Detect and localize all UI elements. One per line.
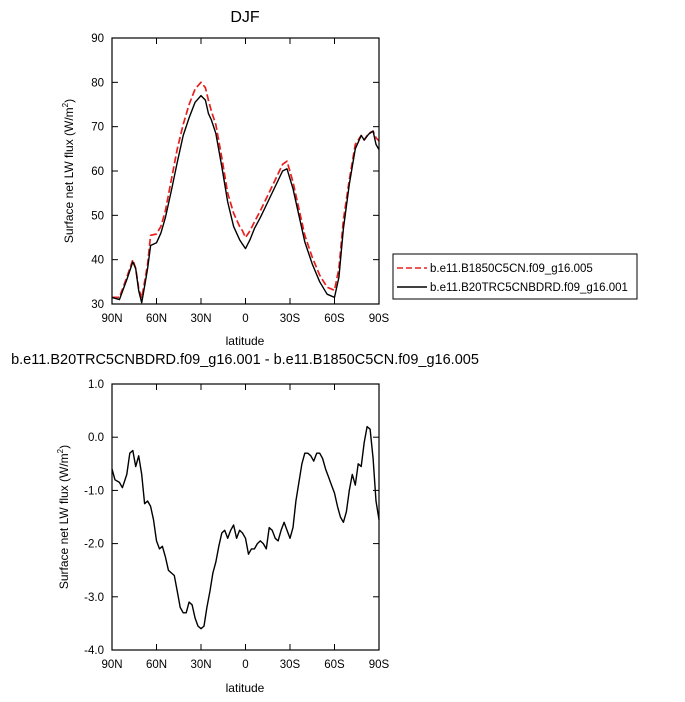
bottom-y-tick-label: -3.0 <box>84 592 104 604</box>
bottom-plot-frame <box>111 383 380 651</box>
top-x-tick-label: 60N <box>146 313 167 325</box>
top-plot-lines <box>111 81 380 304</box>
top-y-tick-label: 60 <box>91 166 104 178</box>
top-y-tick-label: 70 <box>91 122 104 134</box>
legend: b.e11.B1850C5CN.f09_g16.005 b.e11.B20TRC… <box>392 253 638 300</box>
top-y-axis-label: Surface net LW flux (W/m2) <box>61 99 76 243</box>
top-y-ticks: 30 40 50 60 70 80 90 <box>91 33 379 311</box>
top-x-ticks: 90N 60N 30N 0 30S 60S 90S <box>101 38 390 325</box>
bottom-y-tick-label: -2.0 <box>84 539 104 551</box>
top-x-tick-label: 60S <box>324 313 345 325</box>
top-y-tick-label: 90 <box>91 33 104 45</box>
bottom-x-ticks: 90N 60N 30N 0 30S 60S 90S <box>101 384 390 671</box>
bottom-x-tick-label: 60N <box>146 659 167 671</box>
bottom-x-tick-label: 0 <box>242 659 248 671</box>
bottom-y-ticks: -4.0 -3.0 -2.0 -1.0 0.0 1.0 <box>84 379 379 657</box>
bottom-x-axis-label: latitude <box>226 681 265 695</box>
top-series-line-2 <box>111 94 380 304</box>
top-y-tick-label: 40 <box>91 255 104 267</box>
top-panel: DJF 30 40 50 60 70 80 90 90N 60N 30N 0 30S 60S 90S l… <box>61 9 638 348</box>
top-y-tick-label: 30 <box>91 299 104 311</box>
bottom-x-tick-label: 90N <box>101 659 122 671</box>
bottom-x-tick-label: 60S <box>324 659 345 671</box>
legend-label-control: b.e11.B1850C5CN.f09_g16.005 <box>430 263 593 275</box>
bottom-y-tick-label: -4.0 <box>84 645 104 657</box>
bottom-chart-title: b.e11.B20TRC5CNBDRD.f09_g16.001 - b.e11.… <box>11 352 479 368</box>
bottom-x-tick-label: 30N <box>190 659 211 671</box>
bottom-x-tick-label: 30S <box>280 659 301 671</box>
top-x-tick-label: 30S <box>280 313 301 325</box>
top-chart-title: DJF <box>230 9 260 26</box>
bottom-plot-lines <box>111 425 380 630</box>
top-x-tick-label: 30N <box>190 313 211 325</box>
top-series-line-1 <box>112 81 380 300</box>
bottom-y-axis-label: Surface net LW flux (W/m2) <box>56 445 71 589</box>
top-y-tick-label: 80 <box>91 77 104 89</box>
top-x-tick-label: 90S <box>369 313 390 325</box>
bottom-panel: b.e11.B20TRC5CNBDRD.f09_g16.001 - b.e11.… <box>11 352 479 695</box>
bottom-x-tick-label: 90S <box>369 659 390 671</box>
legend-label-experiment: b.e11.B20TRC5CNBDRD.f09_g16.001 <box>430 282 628 294</box>
bottom-y-tick-label: -1.0 <box>84 485 104 497</box>
bottom-y-tick-label: 1.0 <box>88 379 104 391</box>
top-y-tick-label: 50 <box>91 210 104 222</box>
bottom-series-line-1 <box>111 425 380 630</box>
legend-box <box>392 253 638 300</box>
top-x-axis-label: latitude <box>226 334 265 348</box>
top-x-tick-label: 0 <box>242 313 248 325</box>
top-x-tick-label: 90N <box>101 313 122 325</box>
bottom-y-tick-label: 0.0 <box>88 432 104 444</box>
